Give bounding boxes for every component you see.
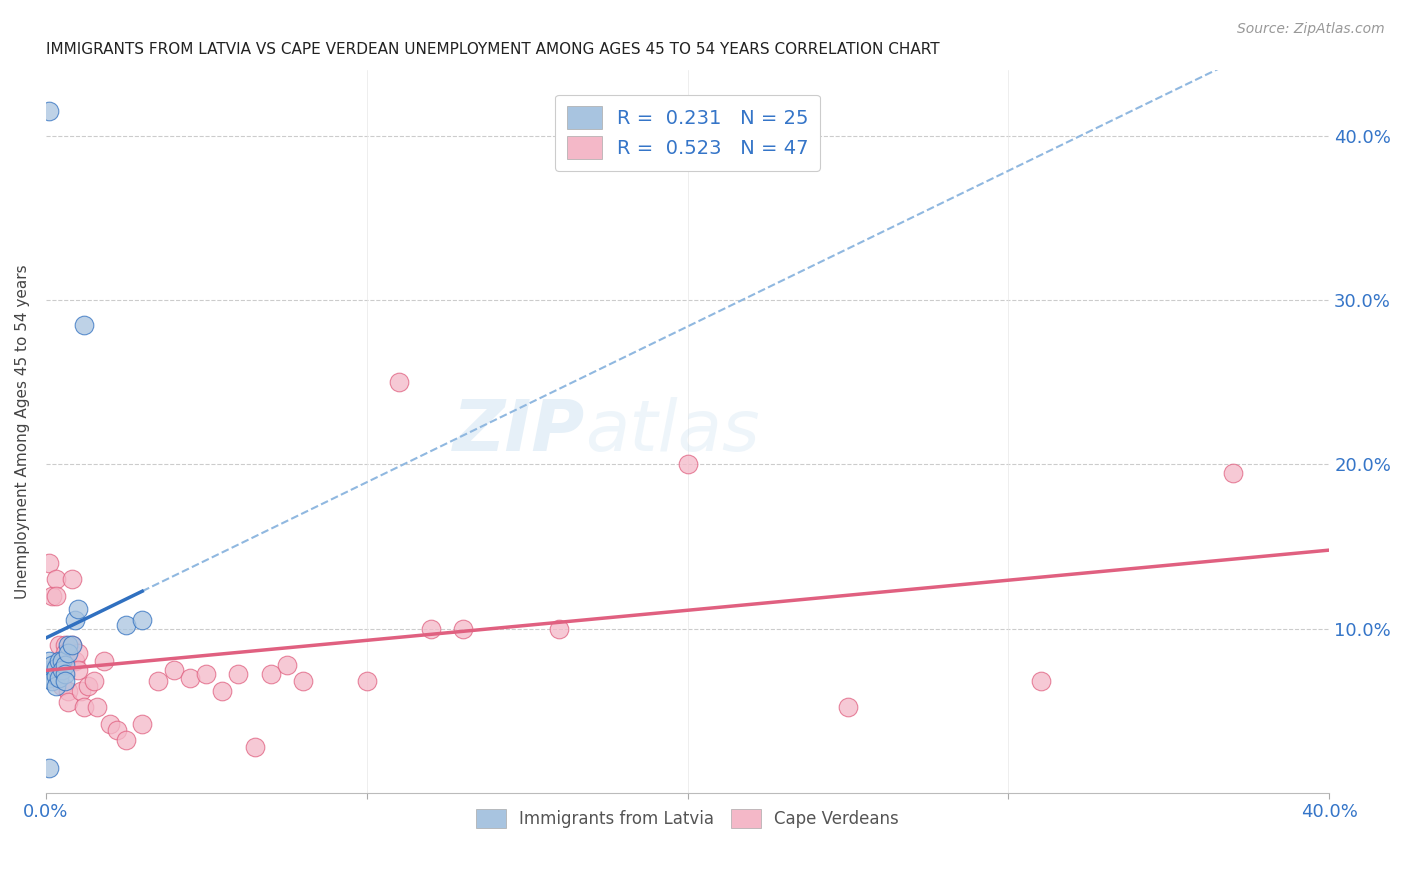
Point: [60, 638, 83, 652]
Point: [38, 556, 60, 570]
Text: Source: ZipAtlas.com: Source: ZipAtlas.com: [1237, 22, 1385, 37]
Point: [163, 663, 186, 677]
Point: [58, 638, 80, 652]
Point: [98, 716, 121, 731]
Point: [276, 657, 298, 672]
Point: [53, 638, 76, 652]
Point: [58, 684, 80, 698]
Point: [51, 679, 73, 693]
Point: [51, 654, 73, 668]
Point: [228, 667, 250, 681]
Text: ZIP: ZIP: [453, 397, 585, 466]
Point: [51, 663, 73, 677]
Point: [58, 695, 80, 709]
Point: [45, 572, 67, 586]
Point: [67, 602, 90, 616]
Point: [45, 669, 67, 683]
Point: [86, 700, 108, 714]
Point: [48, 671, 70, 685]
Point: [131, 613, 153, 627]
Point: [291, 673, 314, 688]
Point: [58, 646, 80, 660]
Point: [676, 458, 699, 472]
Point: [83, 673, 105, 688]
Point: [243, 739, 266, 754]
Point: [38, 104, 60, 119]
Point: [38, 654, 60, 668]
Point: [53, 667, 76, 681]
Point: [420, 622, 443, 636]
Point: [1029, 673, 1052, 688]
Point: [76, 679, 98, 693]
Point: [45, 661, 67, 675]
Point: [148, 673, 170, 688]
Point: [115, 733, 138, 747]
Text: atlas: atlas: [585, 397, 759, 466]
Point: [1222, 466, 1244, 480]
Point: [38, 671, 60, 685]
Point: [93, 654, 115, 668]
Legend: Immigrants from Latvia, Cape Verdeans: Immigrants from Latvia, Cape Verdeans: [470, 802, 905, 835]
Point: [259, 667, 281, 681]
Point: [63, 654, 86, 668]
Point: [837, 700, 859, 714]
Point: [356, 673, 378, 688]
Point: [41, 589, 63, 603]
Text: IMMIGRANTS FROM LATVIA VS CAPE VERDEAN UNEMPLOYMENT AMONG AGES 45 TO 54 YEARS CO: IMMIGRANTS FROM LATVIA VS CAPE VERDEAN U…: [46, 42, 939, 57]
Point: [451, 622, 474, 636]
Point: [211, 684, 233, 698]
Point: [38, 761, 60, 775]
Point: [48, 654, 70, 668]
Point: [60, 572, 83, 586]
Point: [53, 657, 76, 672]
Point: [179, 671, 201, 685]
Point: [41, 673, 63, 688]
Point: [48, 654, 70, 668]
Point: [48, 638, 70, 652]
Point: [115, 618, 138, 632]
Point: [73, 700, 96, 714]
Point: [388, 376, 411, 390]
Point: [51, 663, 73, 677]
Point: [45, 589, 67, 603]
Point: [45, 679, 67, 693]
Point: [67, 663, 90, 677]
Point: [41, 663, 63, 677]
Point: [38, 663, 60, 677]
Point: [105, 723, 128, 738]
Point: [73, 318, 96, 332]
Point: [67, 646, 90, 660]
Point: [131, 716, 153, 731]
Y-axis label: Unemployment Among Ages 45 to 54 years: Unemployment Among Ages 45 to 54 years: [15, 264, 30, 599]
Point: [53, 673, 76, 688]
Point: [41, 657, 63, 672]
Point: [548, 622, 571, 636]
Point: [195, 667, 218, 681]
Point: [60, 638, 83, 652]
Point: [63, 613, 86, 627]
Point: [53, 646, 76, 660]
Point: [70, 684, 93, 698]
